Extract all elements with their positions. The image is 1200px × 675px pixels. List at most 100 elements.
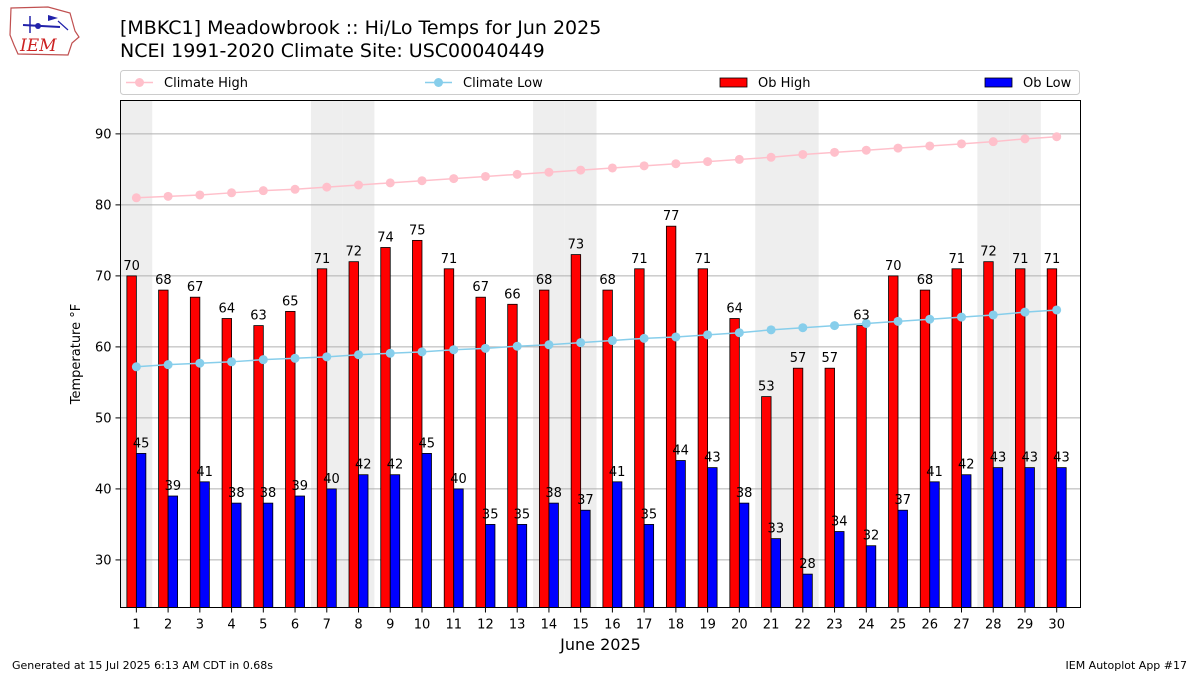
- ob-low-bar: [802, 573, 813, 608]
- climate-low-point: [671, 332, 681, 342]
- ob-low-bar: [485, 524, 496, 608]
- climate-high-point: [290, 184, 300, 194]
- climate-low-point: [131, 362, 141, 372]
- ob-low-bar: [294, 495, 305, 608]
- x-tick-label: 29: [1017, 618, 1034, 633]
- ob-high-label: 70: [123, 259, 140, 274]
- ob-high-label: 64: [726, 301, 743, 316]
- y-tick-label: 40: [95, 482, 112, 497]
- y-axis-label: Temperature °F: [69, 304, 84, 405]
- x-axis-label: June 2025: [559, 635, 641, 654]
- climate-high-point: [258, 186, 268, 196]
- climate-low-point: [290, 353, 300, 363]
- ob-high-label: 53: [758, 380, 775, 395]
- ob-low-bar: [389, 474, 401, 608]
- climate-low-point: [512, 341, 522, 351]
- ob-low-bar: [612, 481, 623, 608]
- ob-low-bar: [516, 524, 528, 608]
- ob-low-label: 37: [894, 493, 911, 508]
- ob-low-label: 41: [196, 465, 213, 480]
- ob-high-label: 68: [917, 273, 934, 288]
- climate-low-point: [925, 314, 935, 324]
- climate-low-point: [544, 340, 554, 350]
- legend-box: [120, 70, 1080, 95]
- climate-high-point: [639, 161, 649, 171]
- ob-low-label: 38: [736, 486, 753, 501]
- ob-high-bar: [412, 239, 423, 608]
- ob-low-bar: [1024, 467, 1035, 608]
- climate-low-point: [480, 343, 490, 353]
- climate-high-point: [956, 139, 966, 149]
- ob-low-label: 40: [450, 472, 467, 487]
- x-tick-label: 13: [509, 618, 526, 633]
- ob-high-bar: [919, 289, 931, 608]
- x-tick-label: 19: [699, 618, 716, 633]
- climate-high-point: [925, 141, 935, 151]
- ob-high-bar: [380, 247, 391, 608]
- x-tick-label: 28: [985, 618, 1002, 633]
- ob-low-bar: [865, 545, 877, 608]
- ob-high-label: 57: [822, 351, 839, 366]
- ob-low-bar: [738, 502, 750, 608]
- climate-high-point: [322, 182, 332, 192]
- ob-low-label: 43: [1053, 451, 1070, 466]
- y-tick-label: 60: [95, 340, 112, 355]
- ob-high-label: 75: [409, 223, 426, 238]
- x-tick-label: 8: [354, 618, 362, 633]
- ob-low-bar: [834, 531, 845, 608]
- ob-low-label: 35: [641, 507, 658, 522]
- climate-high-point: [607, 163, 617, 173]
- ob-low-label: 42: [387, 458, 404, 473]
- ob-low-bar: [135, 453, 147, 608]
- plot-frame: [120, 100, 1081, 608]
- ob-high-label: 67: [472, 280, 489, 295]
- climate-high-point: [417, 176, 427, 186]
- climate-low-line: [136, 309, 1057, 368]
- ob-low-label: 32: [863, 529, 880, 544]
- ob-high-bar: [1046, 268, 1058, 608]
- climate-high-point: [734, 154, 744, 164]
- x-tick-label: 22: [795, 618, 812, 633]
- ob-high-label: 72: [345, 245, 362, 260]
- y-tick-label: 70: [95, 269, 112, 284]
- ob-high-bar: [348, 261, 359, 608]
- y-tick-label: 50: [95, 411, 112, 426]
- climate-low-point: [861, 318, 871, 328]
- x-tick-label: 25: [890, 618, 907, 633]
- climate-high-point: [163, 191, 173, 201]
- ob-low-label: 42: [958, 458, 975, 473]
- ob-low-label: 41: [926, 465, 943, 480]
- ob-low-bar: [675, 460, 686, 608]
- ob-high-label: 71: [695, 252, 712, 267]
- ob-high-bar: [570, 254, 582, 608]
- ob-high-bar: [697, 268, 709, 608]
- climate-low-point: [703, 330, 713, 340]
- climate-low-point: [417, 347, 427, 357]
- ob-high-label: 72: [980, 245, 997, 260]
- climate-high-point: [195, 190, 205, 200]
- ob-low-label: 43: [704, 451, 721, 466]
- x-tick-label: 4: [227, 618, 235, 633]
- ob-high-label: 63: [250, 309, 267, 324]
- ob-high-bar: [539, 289, 550, 608]
- climate-low-point: [766, 325, 776, 335]
- climate-high-point: [449, 174, 459, 184]
- app-footer: IEM Autoplot App #17: [1065, 659, 1188, 672]
- iem-logo: IEM: [9, 6, 80, 56]
- ob-low-label: 38: [228, 486, 245, 501]
- x-tick-label: 5: [259, 618, 267, 633]
- climate-high-point: [480, 171, 490, 181]
- climate-low-point: [163, 360, 173, 370]
- ob-low-bar: [199, 481, 210, 608]
- ob-high-label: 70: [885, 259, 902, 274]
- climate-high-point: [671, 159, 681, 169]
- ob-high-bar: [634, 268, 645, 608]
- x-tick-label: 30: [1048, 618, 1065, 633]
- climate-high-point: [385, 178, 395, 188]
- ob-low-bar: [643, 524, 655, 608]
- climate-high-point: [512, 169, 522, 179]
- ob-low-label: 35: [482, 507, 499, 522]
- y-tick-label: 90: [95, 127, 112, 142]
- climate-high-point: [766, 152, 776, 162]
